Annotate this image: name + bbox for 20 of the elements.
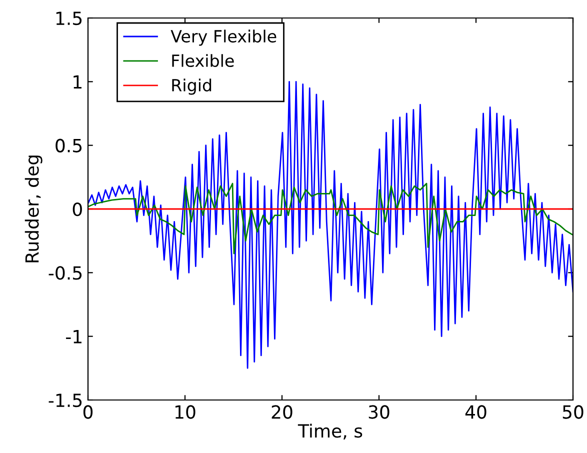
- x-tick-label: 10: [175, 405, 196, 419]
- x-tick-label: 20: [272, 405, 292, 419]
- y-tick-label: -1.5: [48, 394, 82, 408]
- y-tick-label: -1: [66, 330, 82, 344]
- line-series: [88, 80, 573, 369]
- x-tick-label: 30: [368, 405, 390, 419]
- y-axis-title: Rudder, deg: [24, 156, 42, 262]
- y-tick-label: 1: [74, 75, 82, 89]
- y-tick-label: 1.5: [56, 12, 82, 26]
- x-tick-label: 40: [465, 405, 486, 419]
- legend-label: Rigid: [172, 78, 212, 95]
- legend-label: Flexible: [172, 54, 234, 68]
- x-tick-label: 50: [562, 405, 584, 419]
- y-tick-label: 0: [72, 202, 82, 216]
- legend-label: Very Flexible: [170, 30, 276, 46]
- line-series: [88, 182, 573, 254]
- y-tick-label: -0.5: [48, 266, 82, 280]
- y-tick-label: 0.5: [56, 138, 82, 152]
- x-axis-title: Time, s: [298, 424, 362, 440]
- x-tick-label: 0: [83, 405, 93, 419]
